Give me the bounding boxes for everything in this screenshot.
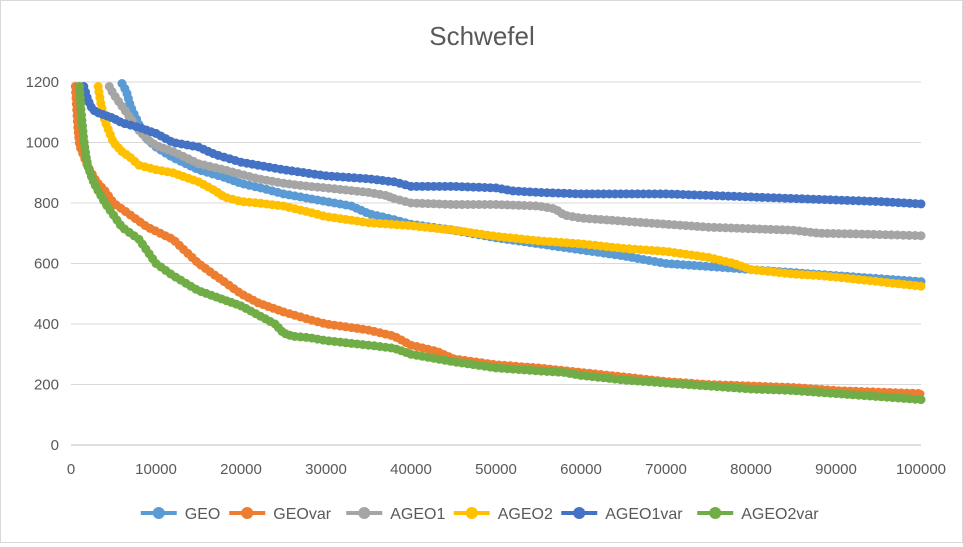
legend: GEO GEOvar AGEO1 AGEO2 AGEO1var AGEO2var bbox=[140, 506, 819, 523]
series-layer bbox=[70, 79, 926, 405]
data-point bbox=[916, 231, 926, 241]
legend-item-geovar: GEOvar bbox=[229, 506, 332, 523]
x-tick-label: 30000 bbox=[305, 461, 347, 478]
legend-label: AGEO1var bbox=[605, 506, 683, 523]
series-ageo1var bbox=[79, 82, 926, 209]
series-ageo2var bbox=[75, 82, 926, 405]
y-tick-label: 200 bbox=[34, 377, 59, 394]
legend-label: GEOvar bbox=[273, 506, 331, 523]
x-tick-label: 70000 bbox=[645, 461, 687, 478]
y-tick-label: 0 bbox=[51, 437, 59, 454]
series-geo bbox=[117, 79, 926, 287]
legend-marker bbox=[709, 507, 722, 519]
legend-item-ageo1: AGEO1 bbox=[346, 506, 445, 523]
legend-marker bbox=[358, 507, 371, 519]
legend-label: GEO bbox=[185, 506, 221, 523]
x-tick-label: 100000 bbox=[896, 461, 946, 478]
x-tick-label: 80000 bbox=[730, 461, 772, 478]
legend-marker bbox=[573, 507, 586, 519]
legend-label: AGEO2var bbox=[741, 506, 819, 523]
legend-label: AGEO1 bbox=[390, 506, 445, 523]
x-tick-label: 90000 bbox=[815, 461, 857, 478]
x-axis-ticks: 0 10000 20000 30000 40000 50000 60000 70000 8000… bbox=[67, 461, 946, 478]
legend-marker bbox=[465, 507, 478, 519]
y-axis-ticks: 0 200 400 600 800 1000 1200 bbox=[26, 74, 59, 454]
series-ageo2 bbox=[93, 82, 926, 291]
legend-item-ageo2var: AGEO2var bbox=[697, 506, 819, 523]
x-tick-label: 60000 bbox=[560, 461, 602, 478]
legend-label: AGEO2 bbox=[498, 506, 553, 523]
x-tick-label: 50000 bbox=[475, 461, 517, 478]
x-tick-label: 20000 bbox=[220, 461, 262, 478]
y-tick-label: 600 bbox=[34, 256, 59, 273]
legend-marker bbox=[152, 507, 165, 519]
data-point bbox=[916, 395, 926, 405]
x-tick-label: 40000 bbox=[390, 461, 432, 478]
legend-marker bbox=[241, 507, 254, 519]
y-tick-label: 1000 bbox=[26, 135, 59, 152]
series-line bbox=[76, 83, 925, 404]
data-point bbox=[916, 281, 926, 291]
data-point bbox=[916, 199, 926, 209]
chart-title: Schwefel bbox=[429, 21, 535, 51]
x-tick-label: 0 bbox=[67, 461, 75, 478]
y-tick-label: 400 bbox=[34, 316, 59, 333]
x-tick-label: 10000 bbox=[135, 461, 177, 478]
y-tick-label: 800 bbox=[34, 195, 59, 212]
y-tick-label: 1200 bbox=[26, 74, 59, 91]
series-ageo1 bbox=[104, 82, 926, 241]
legend-item-ageo2: AGEO2 bbox=[453, 506, 553, 523]
legend-item-ageo1var: AGEO1var bbox=[561, 506, 683, 523]
legend-item-geo: GEO bbox=[140, 506, 221, 523]
